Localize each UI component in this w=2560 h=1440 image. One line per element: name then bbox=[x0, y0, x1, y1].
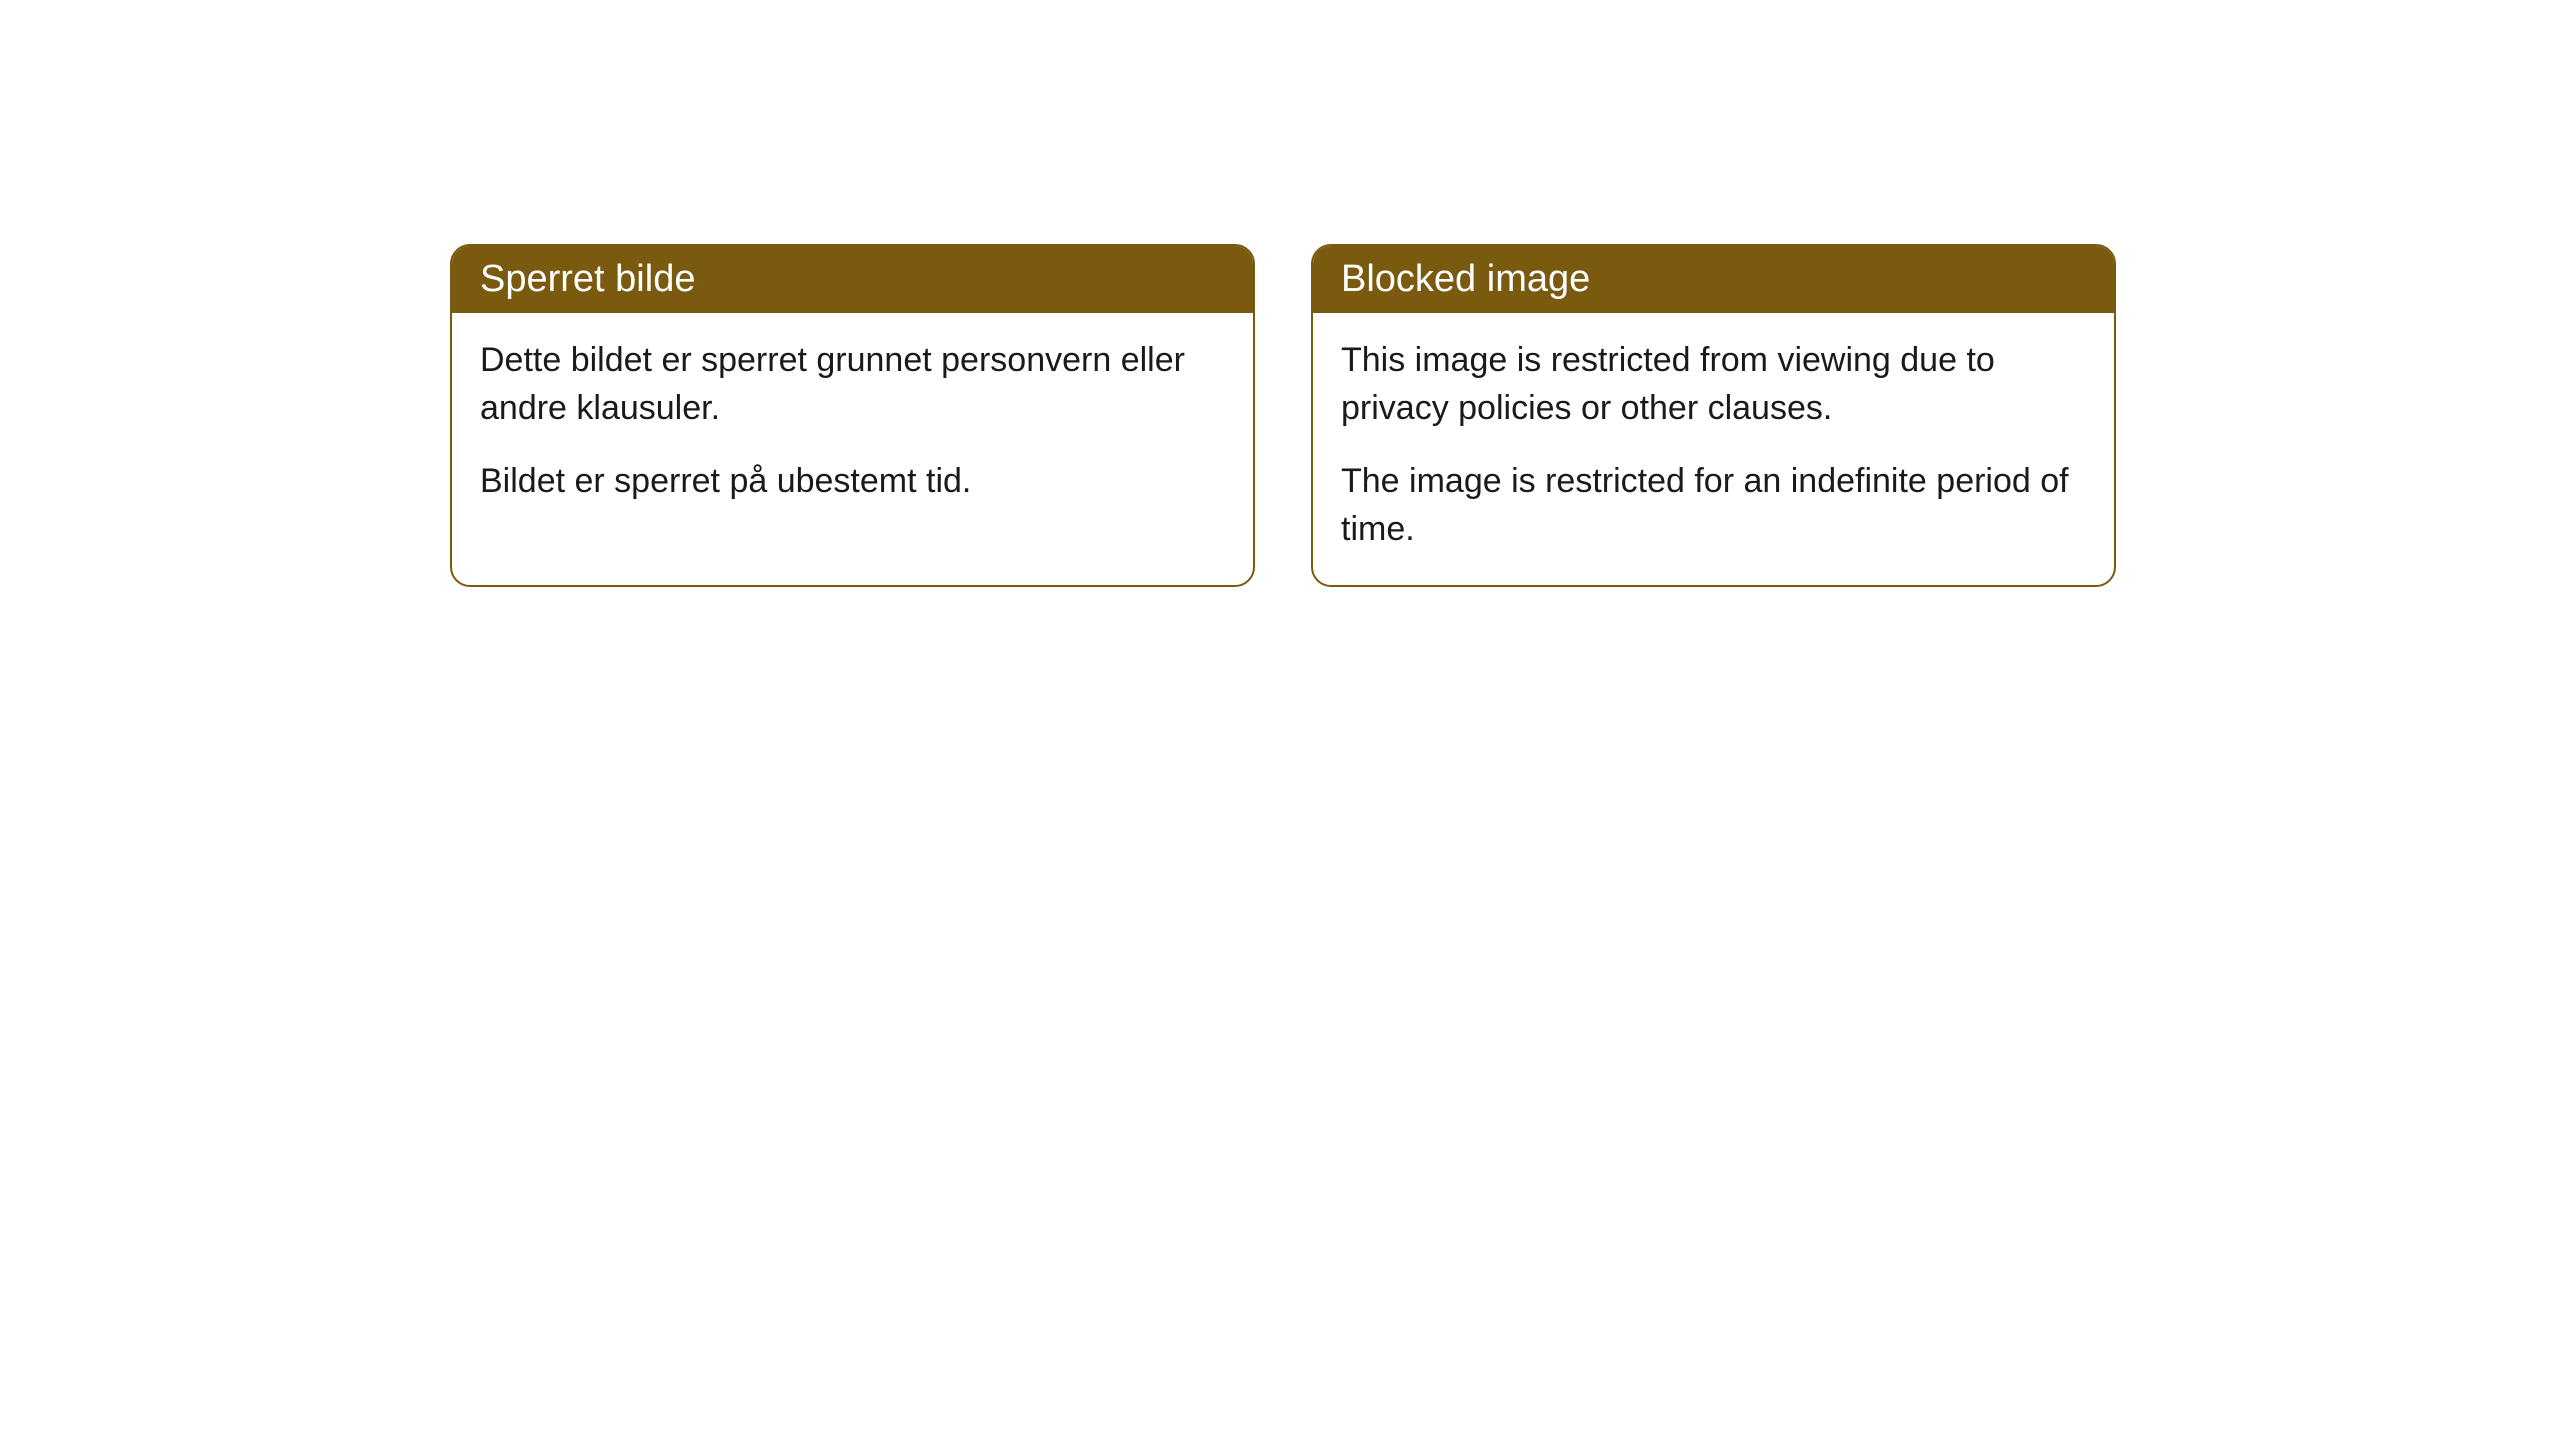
notice-text-1: This image is restricted from viewing du… bbox=[1341, 337, 2086, 432]
notice-text-1: Dette bildet er sperret grunnet personve… bbox=[480, 337, 1225, 432]
card-header-english: Blocked image bbox=[1313, 246, 2114, 313]
card-body-english: This image is restricted from viewing du… bbox=[1313, 313, 2114, 585]
card-title: Blocked image bbox=[1341, 258, 1590, 300]
blocked-image-card-norwegian: Sperret bilde Dette bildet er sperret gr… bbox=[450, 244, 1255, 587]
notice-text-2: The image is restricted for an indefinit… bbox=[1341, 458, 2086, 553]
blocked-image-card-english: Blocked image This image is restricted f… bbox=[1311, 244, 2116, 587]
card-header-norwegian: Sperret bilde bbox=[452, 246, 1253, 313]
notice-container: Sperret bilde Dette bildet er sperret gr… bbox=[450, 244, 2116, 587]
card-title: Sperret bilde bbox=[480, 258, 695, 300]
notice-text-2: Bildet er sperret på ubestemt tid. bbox=[480, 458, 1225, 506]
card-body-norwegian: Dette bildet er sperret grunnet personve… bbox=[452, 313, 1253, 538]
